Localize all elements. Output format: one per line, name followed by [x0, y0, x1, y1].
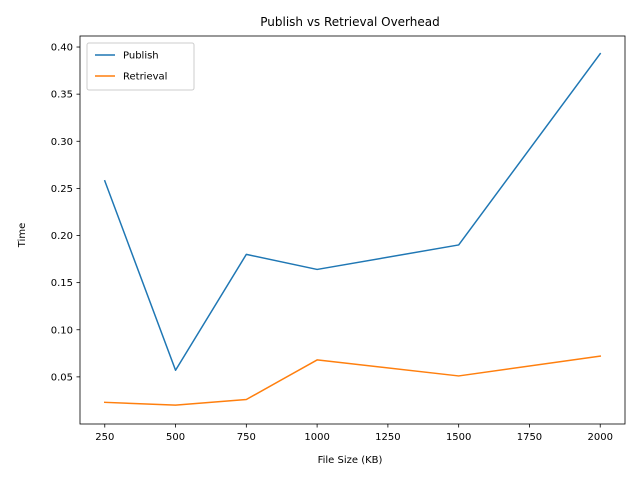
x-tick-label: 500 [166, 432, 185, 443]
y-tick-label: 0.30 [51, 137, 73, 148]
series-line-publish [103, 52, 602, 372]
y-tick-label: 0.40 [51, 43, 73, 54]
x-tick-label: 1250 [375, 432, 400, 443]
chart-title: Publish vs Retrieval Overhead [260, 15, 440, 29]
x-tick-label: 1000 [304, 432, 329, 443]
y-tick-label: 0.25 [51, 184, 73, 195]
series-line-retrieval [103, 355, 602, 406]
y-tick-label: 0.10 [51, 325, 73, 336]
y-tick-label: 0.20 [51, 231, 73, 242]
y-axis-label: Time [17, 223, 28, 248]
x-tick-label: 1500 [446, 432, 471, 443]
legend-label-retrieval: Retrieval [123, 72, 167, 83]
y-tick-label: 0.15 [51, 278, 73, 289]
x-tick-label: 2000 [588, 432, 613, 443]
plot-area: 250 500 750 1000 1250 1500 1750 2000 0.05 0.10 0.1… [51, 35, 626, 443]
axes-frame [79, 35, 626, 425]
x-tick-label: 1750 [517, 432, 542, 443]
x-tick-label: 250 [95, 432, 114, 443]
y-tick-label: 0.05 [51, 372, 73, 383]
x-axis-label: File Size (KB) [318, 455, 383, 466]
x-tick-label: 750 [237, 432, 256, 443]
legend-label-publish: Publish [123, 51, 159, 62]
y-tick-label: 0.35 [51, 90, 73, 101]
legend: Publish Retrieval [86, 42, 195, 91]
